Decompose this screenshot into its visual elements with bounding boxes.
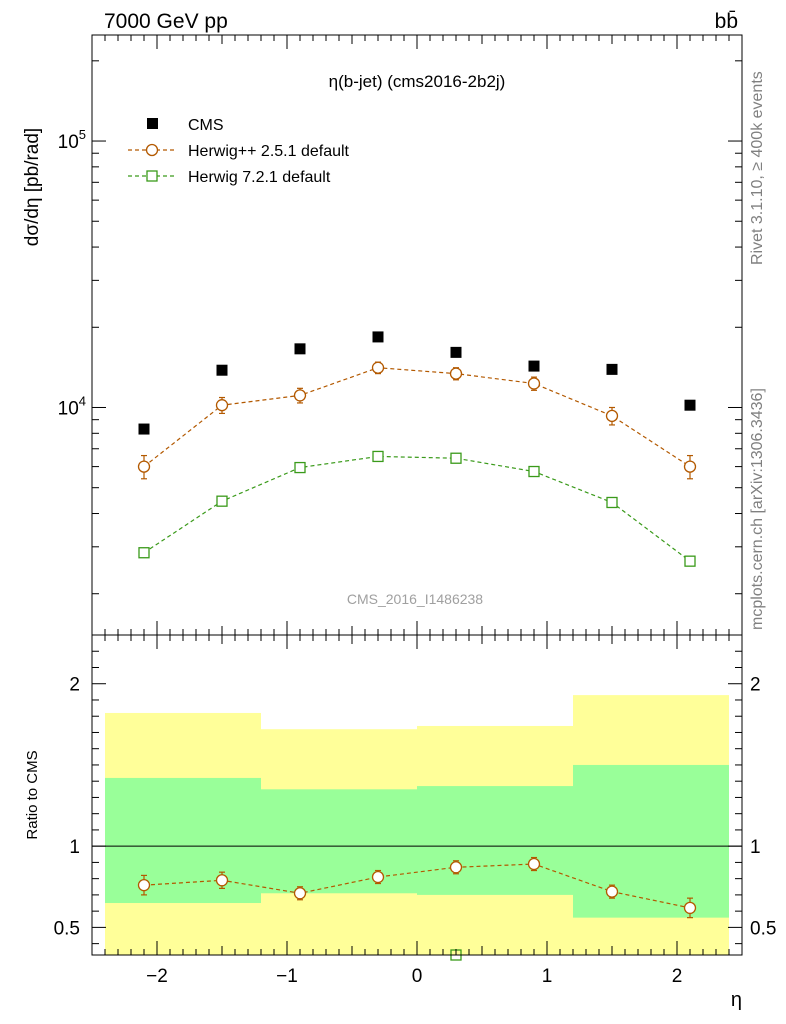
ratio-herwigpp-point [215,874,229,887]
cms-data-point [450,346,462,358]
uncertainty-band-green [417,786,573,895]
legend-cms-label: CMS [188,117,224,134]
herwig7-point [450,452,462,464]
x-tick-label: 1 [542,966,553,987]
herwigpp-point [683,460,697,473]
x-tick-label: −1 [276,966,298,987]
herwigpp-point [527,377,541,390]
herwig7-point [216,495,228,507]
process-label: bb̄ [715,10,738,33]
ratio-herwigpp-point [449,861,463,874]
cms-data-point [372,331,384,343]
analysis-watermark: CMS_2016_I1486238 [347,591,483,607]
ratio-y-tick-label-right: 2 [750,675,761,696]
herwig7-point [606,496,618,509]
ratio-herwigpp-point [371,870,385,884]
herwigpp-line [143,367,691,468]
cms-data-point [684,399,696,411]
herwigpp-point [605,409,619,423]
ratio-y-tick-label-left: 2 [69,675,80,696]
legend: CMS Herwig++ 2.5.1 default Herwig 7.2.1 … [128,117,350,186]
ratio-herwigpp-point [293,887,307,900]
herwig7-point [294,461,306,474]
ratio-y-tick-label-right: 1 [750,837,761,858]
main-plot-title: η(b-jet) (cms2016-2b2j) [329,72,506,91]
rivet-label: Rivet 3.1.10, ≥ 400k events [749,71,766,265]
ratio-y-tick-label-left: 1 [69,837,80,858]
cms-data-point [138,423,150,435]
ratio-herwigpp-point [605,885,619,898]
ratio-herwigpp-line [143,863,691,909]
uncertainty-band-green [105,777,261,904]
ratio-y-tick-label-right: 0.5 [750,918,776,939]
cms-data-point [606,363,618,375]
uncertainty-band-green [573,764,729,918]
ratio-herwigpp-point [683,901,697,915]
uncertainty-band-green [261,789,417,894]
legend-herwig7-marker [146,170,158,182]
herwig7-line [143,455,691,562]
herwigpp-point [449,367,463,380]
ratio-y-tick-label-left: 0.5 [54,918,80,939]
herwigpp-point [215,399,229,412]
legend-cms-marker [147,118,158,129]
x-axis-label: η [731,989,742,1011]
herwig7-point [684,555,696,567]
x-tick-label: −2 [146,966,168,987]
cms-data-point [294,343,306,355]
x-tick-label: 2 [672,966,683,987]
x-tick-label: 0 [412,966,423,987]
herwig7-point [138,547,150,559]
legend-herwigpp-label: Herwig++ 2.5.1 default [188,143,350,160]
energy-label: 7000 GeV pp [104,10,228,33]
cms-data-point [528,360,540,372]
herwig7-point [528,465,540,478]
ratio-herwigpp-point [527,857,541,871]
cms-data-point [216,364,228,376]
main-y-tick-label: 104 [58,393,86,419]
ratio-herwigpp-point [137,879,151,892]
herwigpp-point [293,389,307,402]
ratio-y-axis-label: Ratio to CMS [24,750,41,839]
mcplots-label: mcplots.cern.ch [arXiv:1306.3436] [749,388,766,630]
ratio-plot-panel: 0.5 0.5 1 1 2 2 −2 −1 0 1 2 Ratio to CMS η [24,634,776,1011]
main-y-tick-label: 105 [58,127,86,153]
herwig7-point [372,450,384,463]
main-y-axis-label: dσ/dη [pb/rad] [22,128,43,246]
legend-herwig7-label: Herwig 7.2.1 default [188,169,331,186]
herwigpp-point [137,460,151,473]
main-plot-panel: 104 105 η(b-jet) (cms2016-2b2j) CMS_2016_… [22,34,743,636]
legend-herwigpp-marker [145,143,159,157]
herwigpp-point [371,361,385,374]
